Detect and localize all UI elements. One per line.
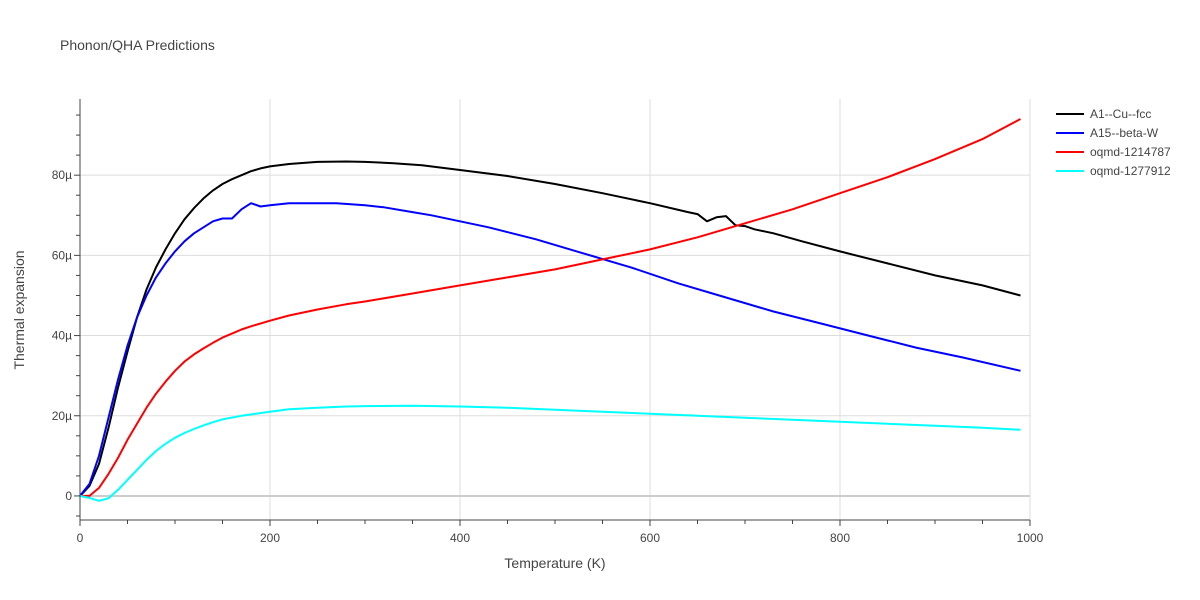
x-axis-title: Temperature (K) <box>504 555 605 571</box>
axes: 0 200 400 600 800 1000 0 20µ 40µ 60µ 80µ <box>52 99 1044 545</box>
y-tick-label: 60µ <box>52 248 72 262</box>
x-tick-label: 200 <box>260 531 280 545</box>
x-tick-label: 800 <box>830 531 850 545</box>
series-line-A1--Cu--fcc[interactable] <box>79 160 1021 497</box>
y-tick-label: 0 <box>65 489 72 503</box>
chart-title: Phonon/QHA Predictions <box>60 37 215 53</box>
y-tick-label: 40µ <box>52 329 72 343</box>
legend-label: A15--beta-W <box>1090 126 1159 140</box>
plot-area[interactable] <box>79 118 1021 502</box>
x-tick-label: 400 <box>450 531 470 545</box>
series-line-oqmd-1214787[interactable] <box>80 118 1021 497</box>
grid <box>80 99 1031 520</box>
legend-item[interactable]: A1--Cu--fcc <box>1056 107 1151 121</box>
legend-item[interactable]: A15--beta-W <box>1056 126 1159 140</box>
x-tick-label: 1000 <box>1017 531 1044 545</box>
series-line-A15--beta-W[interactable] <box>79 202 1021 497</box>
legend[interactable]: A1--Cu--fcc A15--beta-W oqmd-1214787 oqmd-1… <box>1056 107 1171 178</box>
x-tick-label: 600 <box>640 531 660 545</box>
legend-label: oqmd-1214787 <box>1090 145 1171 159</box>
legend-item[interactable]: oqmd-1214787 <box>1056 145 1171 159</box>
legend-item[interactable]: oqmd-1277912 <box>1056 164 1171 178</box>
y-axis-title: Thermal expansion <box>11 250 27 369</box>
y-tick-label: 20µ <box>52 409 72 423</box>
x-tick-label: 0 <box>77 531 84 545</box>
series-line-oqmd-1277912[interactable] <box>79 404 1021 502</box>
legend-label: A1--Cu--fcc <box>1090 107 1151 121</box>
legend-label: oqmd-1277912 <box>1090 164 1171 178</box>
y-tick-label: 80µ <box>52 168 72 182</box>
